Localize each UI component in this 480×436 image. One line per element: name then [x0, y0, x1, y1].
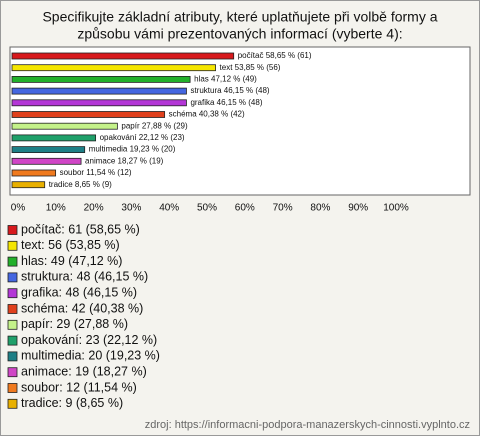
legend-swatch	[7, 256, 18, 267]
legend-swatch	[7, 335, 18, 346]
x-tick-label: 0%	[11, 203, 26, 214]
bar	[11, 87, 187, 95]
plot-area	[9, 46, 471, 196]
data-label: animace 18,27 % (19)	[85, 156, 164, 165]
chart-title: Specifikujte základní atributy, které up…	[42, 9, 437, 25]
data-label: schéma 40,38 % (42)	[169, 110, 245, 119]
legend-swatch	[7, 240, 18, 251]
legend-swatch	[7, 398, 18, 409]
legend-swatch	[7, 383, 18, 393]
data-label: text 53,85 % (56)	[220, 63, 281, 72]
legend-swatch	[7, 304, 18, 314]
data-label: tradice 8,65 % (9)	[49, 180, 112, 189]
data-label: multimedia 19,23 % (20)	[89, 145, 176, 154]
data-label: hlas 47,12 % (49)	[194, 75, 257, 84]
legend-swatch	[7, 367, 18, 378]
legend-swatch	[7, 351, 18, 362]
x-tick-label: 30%	[121, 203, 141, 214]
data-label: soubor 11,54 % (12)	[60, 168, 132, 177]
legend-swatch	[7, 272, 18, 283]
legend-swatch	[7, 288, 18, 299]
legend-label: multimedia: 20 (19,23 %)	[21, 349, 160, 363]
legend-swatch	[7, 225, 18, 235]
chart-title: způsobu vámi prezentovaných informací (v…	[77, 26, 402, 42]
bar	[11, 76, 191, 83]
x-tick-label: 100%	[383, 203, 409, 214]
data-label: opakování 22,12 % (23)	[100, 133, 185, 142]
bar	[11, 134, 97, 142]
legend-label: animace: 19 (18,27 %)	[21, 364, 147, 378]
bar	[11, 64, 216, 72]
bar	[11, 157, 82, 165]
bar	[11, 52, 235, 60]
legend-label: schéma: 42 (40,38 %)	[21, 301, 143, 315]
data-label: počítač 58,65 % (61)	[238, 51, 312, 60]
legend-label: grafika: 48 (46,15 %)	[21, 285, 137, 299]
data-label: grafika 46,15 % (48)	[190, 98, 262, 107]
bar	[11, 111, 166, 118]
source: zdroj: https://informacni-podpora-manaze…	[145, 419, 470, 431]
bar	[11, 122, 118, 130]
bar	[11, 181, 46, 189]
x-tick-label: 60%	[235, 203, 255, 214]
legend-label: hlas: 49 (47,12 %)	[21, 254, 122, 268]
legend-label: papír: 29 (27,88 %)	[21, 317, 128, 331]
x-tick-label: 80%	[310, 203, 330, 214]
bar	[11, 169, 57, 177]
legend-label: struktura: 48 (46,15 %)	[21, 270, 148, 284]
bar	[11, 99, 187, 107]
legend-label: soubor: 12 (11,54 %)	[21, 380, 137, 394]
x-tick-label: 40%	[159, 203, 179, 214]
x-tick-label: 10%	[46, 203, 66, 214]
legend-label: text: 56 (53,85 %)	[21, 238, 120, 252]
data-label: papír 27,88 % (29)	[121, 121, 188, 130]
x-tick-label: 70%	[273, 203, 293, 214]
legend-label: počítač: 61 (58,65 %)	[21, 222, 140, 236]
legend-swatch	[7, 319, 18, 330]
legend-label: tradice: 9 (8,65 %)	[21, 396, 123, 410]
x-tick-label: 90%	[348, 203, 368, 214]
x-tick-label: 50%	[197, 203, 217, 214]
bar	[11, 146, 86, 154]
legend-label: opakování: 23 (22,12 %)	[21, 333, 157, 347]
data-label: struktura 46,15 % (48)	[190, 86, 269, 95]
x-tick-label: 20%	[84, 203, 104, 214]
